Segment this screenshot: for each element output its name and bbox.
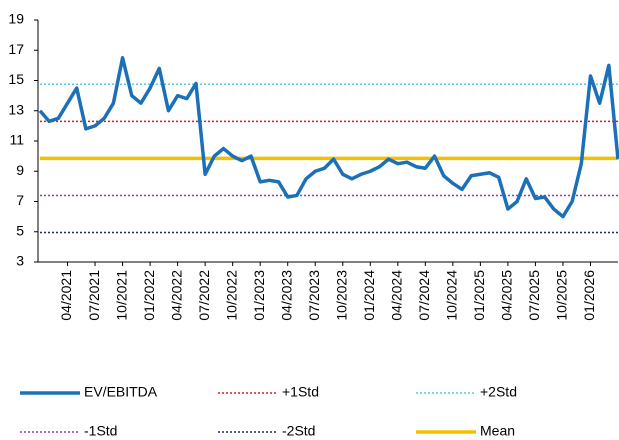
- x-tick-label: 01/2022: [141, 270, 157, 321]
- x-tick-label: 07/2024: [416, 270, 432, 321]
- y-tick-label: 3: [16, 253, 24, 269]
- legend-label: -2Std: [282, 423, 315, 439]
- y-tick-label: 13: [8, 101, 24, 117]
- x-tick-label: 04/2023: [278, 270, 294, 321]
- x-tick-label: 10/2023: [333, 270, 349, 321]
- x-tick-label: 01/2023: [251, 270, 267, 321]
- y-tick-label: 9: [16, 162, 24, 178]
- y-tick-label: 17: [8, 41, 24, 57]
- x-tick-label: 10/2024: [444, 270, 460, 321]
- x-tick-label: 07/2025: [526, 270, 542, 321]
- x-tick-label: 04/2024: [389, 270, 405, 321]
- x-tick-label: 04/2022: [168, 270, 184, 321]
- x-tick-label: 04/2021: [58, 270, 74, 321]
- x-tick-label: 01/2025: [471, 270, 487, 321]
- y-tick-label: 5: [16, 222, 24, 238]
- legend-label: +1Std: [282, 384, 319, 400]
- x-tick-label: 10/2022: [223, 270, 239, 321]
- line-series: [38, 56, 619, 219]
- x-tick-label: 07/2022: [196, 270, 212, 321]
- x-tick-label: 07/2021: [86, 270, 102, 321]
- y-tick-label: 19: [8, 11, 24, 27]
- x-tick-label: 10/2021: [113, 270, 129, 321]
- x-tick-label: 01/2024: [361, 270, 377, 321]
- y-tick-label: 11: [9, 132, 24, 148]
- x-tick-label: 01/2026: [581, 270, 597, 321]
- x-tick-label: 04/2025: [499, 270, 515, 321]
- legend-label: -1Std: [84, 423, 117, 439]
- x-tick-label: 07/2023: [306, 270, 322, 321]
- legend-label: EV/EBITDA: [84, 384, 158, 400]
- y-tick-label: 7: [16, 192, 24, 208]
- x-tick-label: 10/2025: [554, 270, 570, 321]
- legend-label: +2Std: [480, 384, 517, 400]
- y-tick-label: 15: [8, 71, 24, 87]
- legend-label: Mean: [480, 423, 515, 439]
